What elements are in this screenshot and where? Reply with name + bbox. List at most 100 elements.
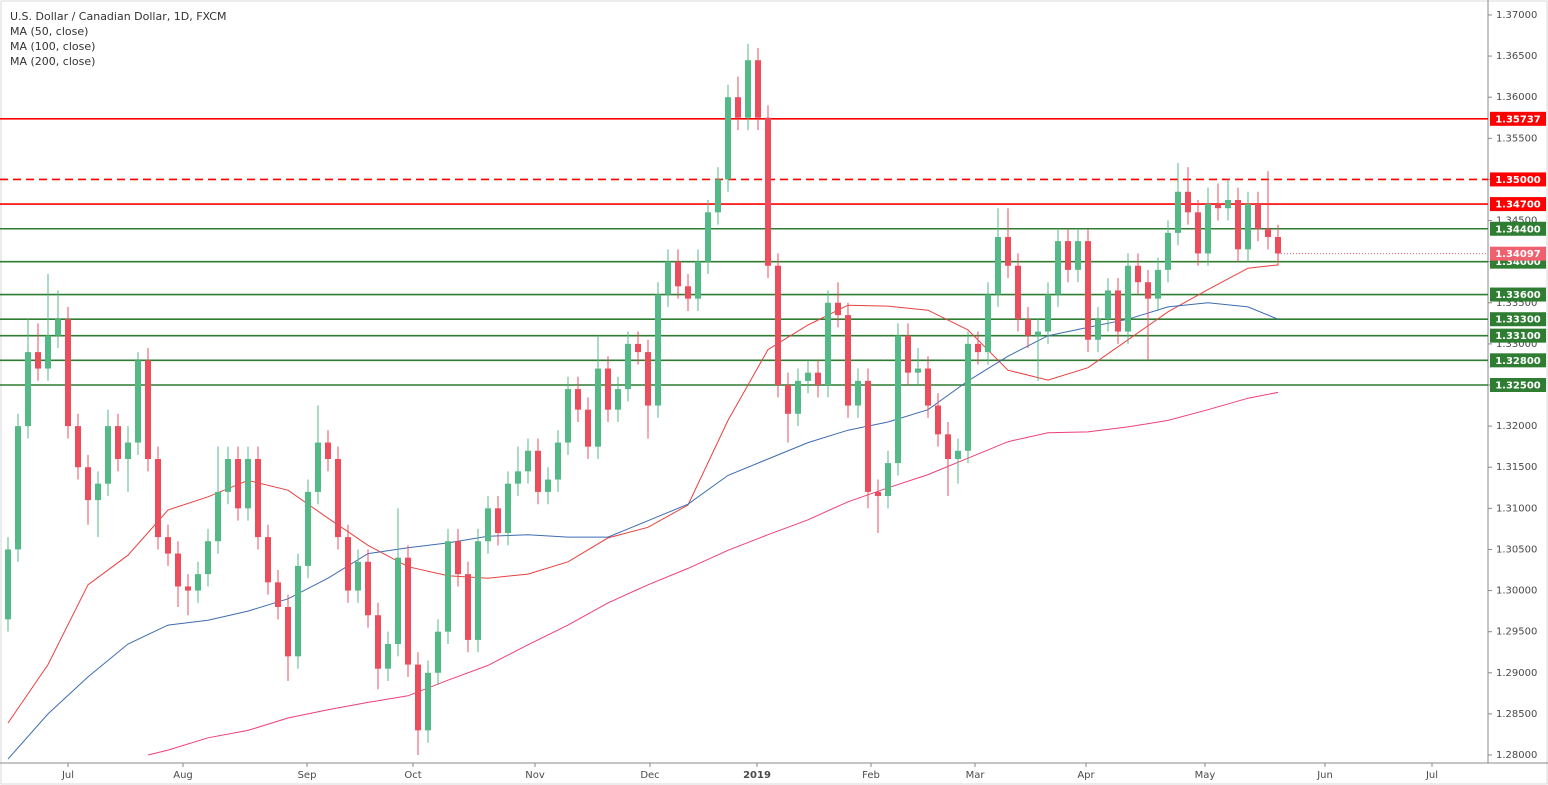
candle-body [1105, 290, 1111, 320]
candle-body [125, 442, 131, 460]
y-tick-label: 1.31000 [1496, 503, 1537, 514]
candle-body [475, 541, 481, 640]
candle-body [1235, 199, 1241, 250]
candle-body [45, 335, 51, 369]
candle-body [885, 463, 891, 497]
candle-body [765, 117, 771, 266]
candle-body [325, 442, 331, 460]
level-label: 1.33100 [1495, 331, 1541, 342]
level-label-box [1490, 312, 1546, 327]
candle-body [855, 380, 861, 406]
candle-body [435, 631, 441, 673]
level-label-box [1490, 377, 1546, 392]
candle-body [285, 607, 291, 657]
candle-body [905, 335, 911, 373]
candle-body [865, 380, 871, 492]
candle-body [935, 405, 941, 435]
candle-body [115, 426, 121, 460]
candle-body [775, 265, 781, 385]
candle-body [505, 483, 511, 534]
candle-body [875, 491, 881, 497]
x-tick-label: Oct [404, 770, 421, 781]
candle-body [1075, 241, 1081, 270]
y-tick-label: 1.30000 [1496, 586, 1537, 597]
candle-body [575, 389, 581, 410]
candle-body [785, 384, 791, 414]
level-label-box [1490, 111, 1546, 126]
candle-body [245, 459, 251, 509]
candle-body [165, 537, 171, 554]
candle-body [255, 459, 261, 538]
candle-body [1135, 265, 1141, 283]
candle-body [745, 60, 751, 118]
y-tick-label: 1.33000 [1496, 339, 1537, 350]
x-tick-label: Jun [1316, 770, 1333, 781]
candle-body [1065, 241, 1071, 270]
y-tick-label: 1.32000 [1496, 421, 1537, 432]
candle-body [1055, 241, 1061, 295]
candle-body [415, 664, 421, 731]
legend-item: MA (50, close) [10, 25, 88, 38]
y-tick-label: 1.37000 [1496, 10, 1537, 21]
candle-body [805, 372, 811, 381]
candle-body [445, 541, 451, 632]
candle-body [335, 459, 341, 538]
candle-body [5, 549, 11, 620]
candle-body [615, 389, 621, 410]
candle-body [15, 426, 21, 550]
candle-body [645, 352, 651, 406]
candle-body [485, 508, 491, 542]
level-label: 1.33300 [1495, 315, 1541, 326]
candle-body [1025, 319, 1031, 336]
y-tick-label: 1.34500 [1496, 216, 1537, 227]
candle-body [75, 426, 81, 468]
candle-body [1195, 212, 1201, 254]
y-tick-label: 1.29500 [1496, 627, 1537, 638]
candle-body [1265, 228, 1271, 237]
candle-body [825, 302, 831, 385]
candle-body [1095, 319, 1101, 340]
candle-body [55, 319, 61, 336]
candle-body [985, 294, 991, 353]
candle-body [305, 491, 311, 566]
candle-body [635, 343, 641, 353]
level-label: 1.32500 [1495, 380, 1541, 391]
level-label-box [1490, 221, 1546, 236]
candle-body [585, 409, 591, 447]
x-tick-label: Dec [640, 770, 659, 781]
candle-body [565, 389, 571, 443]
y-tick-label: 1.30500 [1496, 544, 1537, 555]
candle-body [1275, 236, 1281, 254]
candle-body [295, 565, 301, 657]
candle-body [945, 434, 951, 460]
candle-body [795, 380, 801, 414]
candle-body [375, 615, 381, 669]
candle-body [955, 450, 961, 460]
candle-body [995, 236, 1001, 295]
level-label: 1.34400 [1495, 224, 1541, 235]
candle-body [1145, 282, 1151, 299]
candle-body [705, 212, 711, 262]
moving-average-line [147, 391, 1279, 756]
candle-body [605, 368, 611, 410]
candle-body [1125, 265, 1131, 332]
last-price-label: 1.34097 [1495, 249, 1541, 260]
candle-body [185, 586, 191, 591]
candle-body [1045, 294, 1051, 332]
x-tick-label: Nov [525, 770, 545, 781]
y-tick-label: 1.29000 [1496, 668, 1537, 679]
candle-body [85, 467, 91, 501]
candle-body [975, 343, 981, 353]
candle-body [695, 261, 701, 299]
candle-body [385, 644, 391, 669]
candle-body [145, 360, 151, 460]
x-tick-label: Apr [1077, 770, 1095, 781]
x-tick-label: 2019 [743, 770, 771, 781]
moving-average-line [7, 264, 1279, 724]
x-tick-label: Aug [173, 770, 193, 781]
level-label: 1.34700 [1495, 200, 1541, 211]
candle-body [275, 582, 281, 608]
legend-item: MA (100, close) [10, 40, 95, 53]
candle-body [1255, 204, 1261, 229]
